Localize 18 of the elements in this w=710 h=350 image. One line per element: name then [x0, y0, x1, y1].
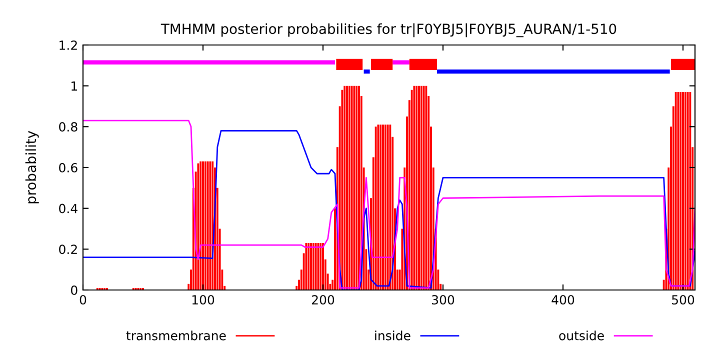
- y-tick-label: 0: [71, 285, 78, 295]
- y-axis-title: probability: [25, 130, 39, 204]
- legend-label: transmembrane: [126, 330, 226, 340]
- x-tick-label: 500: [672, 295, 694, 305]
- y-tick-label: 0.2: [59, 244, 77, 254]
- y-tick-label: 1.2: [60, 40, 77, 50]
- y-tick-label: 0.6: [59, 162, 78, 172]
- y-tick-label: 1: [72, 81, 77, 91]
- chart-title: TMHMM posterior probabilities for tr|F0YBJ5|F0YBJ5_AURAN/1-510: [160, 23, 616, 38]
- x-tick-label: 100: [192, 295, 214, 305]
- x-tick-label: 400: [552, 295, 574, 305]
- y-tick-label: 0.8: [59, 122, 78, 132]
- x-tick-label: 0: [80, 295, 86, 305]
- y-tick-label: 0.4: [59, 204, 78, 214]
- legend-label: outside: [559, 330, 604, 340]
- x-tick-label: 200: [312, 295, 334, 305]
- legend-label: inside: [375, 330, 410, 340]
- x-tick-label: 300: [432, 295, 454, 305]
